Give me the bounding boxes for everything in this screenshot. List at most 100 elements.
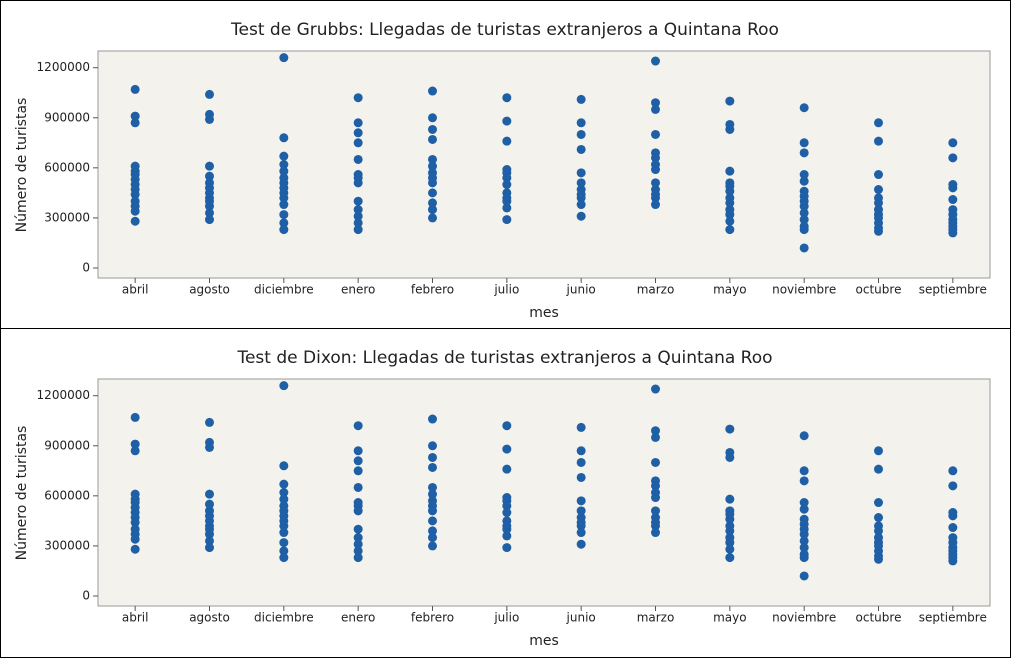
point xyxy=(651,457,660,467)
point xyxy=(502,501,512,511)
point xyxy=(948,556,958,566)
point xyxy=(725,526,735,536)
point xyxy=(874,498,883,508)
point xyxy=(874,464,883,474)
x-tick-label: agosto xyxy=(189,611,230,625)
point xyxy=(428,213,437,223)
point xyxy=(205,208,214,218)
point xyxy=(799,431,809,441)
x-tick-label: enero xyxy=(341,611,375,625)
point xyxy=(130,534,140,544)
point xyxy=(725,96,735,106)
x-tick-label: noviembre xyxy=(772,611,836,625)
x-tick-label: agosto xyxy=(189,283,230,297)
point xyxy=(799,243,809,253)
point xyxy=(651,178,660,188)
point xyxy=(725,424,735,434)
x-tick-label: diciembre xyxy=(254,283,314,297)
point xyxy=(130,118,140,128)
point xyxy=(799,176,809,186)
point xyxy=(725,544,735,554)
point xyxy=(353,466,363,476)
point xyxy=(874,198,883,208)
point xyxy=(428,533,437,543)
y-tick-label: 600000 xyxy=(44,488,90,502)
point xyxy=(279,553,289,563)
point xyxy=(651,493,660,503)
point xyxy=(353,524,363,534)
point xyxy=(725,452,735,462)
x-tick-label: mayo xyxy=(713,283,747,297)
point xyxy=(130,439,140,449)
point xyxy=(799,498,809,508)
point xyxy=(948,511,958,521)
point xyxy=(279,538,289,548)
point xyxy=(205,201,214,211)
point xyxy=(353,154,363,164)
point xyxy=(651,432,660,442)
point xyxy=(502,136,512,146)
point xyxy=(799,138,809,148)
point xyxy=(353,178,363,188)
point xyxy=(353,539,363,549)
point xyxy=(428,198,437,208)
point xyxy=(205,442,214,452)
point xyxy=(576,178,586,188)
point xyxy=(651,56,660,66)
chart-panel: Test de Dixon: Llegadas de turistas extr… xyxy=(14,348,991,649)
point xyxy=(725,124,735,134)
x-tick-label: septiembre xyxy=(919,283,987,297)
x-tick-label: febrero xyxy=(411,611,454,625)
point xyxy=(799,476,809,486)
point xyxy=(576,118,586,128)
point xyxy=(353,138,363,148)
x-tick-label: febrero xyxy=(411,283,454,297)
point xyxy=(353,421,363,431)
point xyxy=(205,499,214,509)
point xyxy=(799,529,809,539)
point xyxy=(576,168,586,178)
point xyxy=(799,201,809,211)
point xyxy=(428,489,437,499)
point xyxy=(576,472,586,482)
point xyxy=(651,165,660,175)
point xyxy=(428,124,437,134)
point xyxy=(725,198,735,208)
point xyxy=(279,53,289,63)
point xyxy=(725,210,735,220)
point xyxy=(205,536,214,546)
point xyxy=(502,173,512,183)
point xyxy=(205,543,214,553)
point xyxy=(651,521,660,531)
point xyxy=(130,216,140,226)
x-tick-label: noviembre xyxy=(772,283,836,297)
chart-title: Test de Dixon: Llegadas de turistas extr… xyxy=(236,348,772,368)
point xyxy=(502,215,512,225)
point xyxy=(353,218,363,228)
point xyxy=(651,506,660,516)
x-tick-label: marzo xyxy=(637,283,675,297)
point xyxy=(874,554,883,564)
point xyxy=(279,218,289,228)
point xyxy=(502,93,512,103)
point xyxy=(353,446,363,456)
point xyxy=(279,488,289,497)
point xyxy=(874,136,883,146)
point xyxy=(502,180,512,190)
y-tick-label: 1200000 xyxy=(37,388,90,402)
point xyxy=(502,203,512,213)
point xyxy=(502,116,512,126)
point xyxy=(576,144,586,154)
point xyxy=(353,118,363,128)
y-tick-label: 0 xyxy=(82,588,90,602)
point xyxy=(576,496,586,506)
point xyxy=(725,186,735,196)
point xyxy=(725,216,735,226)
point xyxy=(205,114,214,124)
point xyxy=(799,215,809,225)
point xyxy=(428,86,437,96)
point xyxy=(948,228,958,238)
point xyxy=(279,479,289,489)
point xyxy=(799,170,809,180)
point xyxy=(130,111,140,121)
